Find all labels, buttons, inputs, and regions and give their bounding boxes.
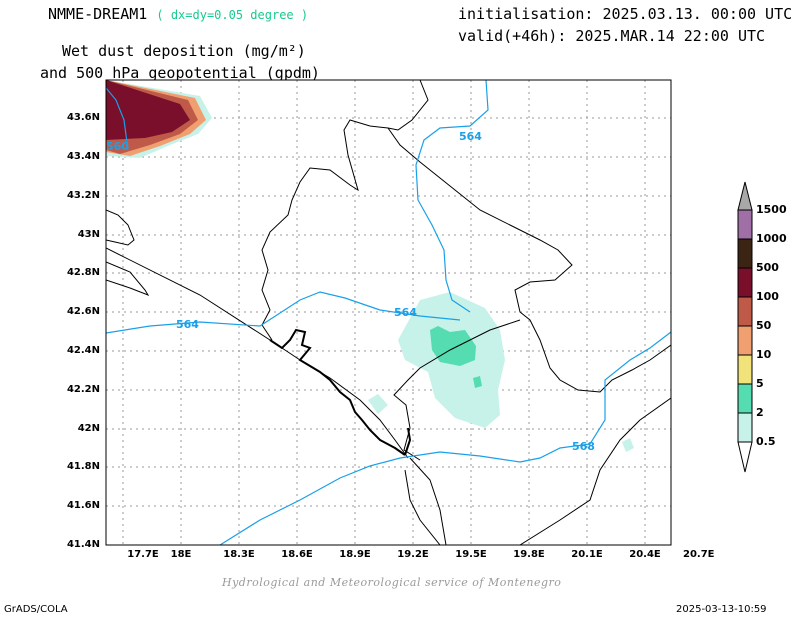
x-tick-label: 19.2E (397, 549, 429, 560)
legend-arrow-bottom (737, 441, 753, 473)
legend-label: 100 (756, 290, 779, 303)
x-tick-label: 20.1E (571, 549, 603, 560)
legend-swatch (737, 412, 753, 443)
contour-label: 568 (572, 440, 595, 453)
grid-lines (106, 80, 671, 545)
footer-software: GrADS/COLA (4, 604, 68, 615)
legend-label: 1500 (756, 203, 787, 216)
legend-label: 500 (756, 261, 779, 274)
geopotential-contours (106, 80, 671, 545)
contour-label: 564 (176, 318, 199, 331)
contour-label: 560 (106, 140, 129, 153)
model-title: NMME-DREAM1 ( dx=dy=0.05 degree ) (48, 5, 308, 23)
variable-title: Wet dust deposition (mg/m²) (62, 42, 306, 60)
y-tick-label: 42N (77, 423, 100, 434)
dust-shade-0-5 (368, 394, 388, 414)
x-tick-label: 18.3E (223, 549, 255, 560)
y-tick-label: 41.4N (66, 539, 100, 550)
y-tick-label: 42.4N (66, 345, 100, 356)
dust-deposition-field (106, 80, 634, 452)
dust-shade-0-5 (622, 438, 634, 452)
y-tick-label: 42.8N (66, 267, 100, 278)
dust-shade-2 (473, 376, 482, 388)
x-tick-label: 17.7E (127, 549, 159, 560)
contour-label: 564 (459, 130, 482, 143)
contour-label: 564 (394, 306, 417, 319)
legend-swatch (737, 296, 753, 327)
legend-label: 0.5 (756, 435, 776, 448)
dust-shade-100 (106, 80, 190, 140)
legend-label: 10 (756, 348, 772, 361)
legend-swatch (737, 354, 753, 385)
model-name: NMME-DREAM1 (48, 5, 148, 23)
legend-label: 1000 (756, 232, 787, 245)
legend-label: 5 (756, 377, 764, 390)
x-tick-label: 20.7E (683, 549, 715, 560)
y-tick-label: 41.6N (66, 500, 100, 511)
legend-swatch (737, 209, 753, 240)
legend-swatch (737, 238, 753, 269)
y-tick-label: 42.2N (66, 384, 100, 395)
contour-labels: 564 560 564 564 568 (106, 130, 595, 453)
x-tick-label: 20.4E (629, 549, 661, 560)
legend-swatch (737, 267, 753, 298)
y-tick-label: 43.6N (66, 112, 100, 123)
borders (106, 80, 671, 545)
footer-timestamp: 2025-03-13-10:59 (676, 604, 767, 615)
x-tick-label: 19.5E (455, 549, 487, 560)
initialisation-time: initialisation: 2025.03.13. 00:00 UTC (458, 5, 793, 23)
x-tick-label: 18E (170, 549, 192, 560)
legend-label: 50 (756, 319, 772, 332)
credit-text: Hydrological and Meteorological service … (222, 576, 562, 589)
dust-shade-2 (430, 326, 476, 366)
legend-label: 2 (756, 406, 764, 419)
lake-shkodra-coast (269, 328, 412, 456)
plot-frame (105, 79, 672, 546)
y-tick-label: 43.2N (66, 190, 100, 201)
y-tick-label: 41.8N (66, 461, 100, 472)
x-tick-label: 19.8E (513, 549, 545, 560)
y-tick-label: 43N (77, 229, 100, 240)
legend-swatch (737, 383, 753, 414)
y-tick-label: 43.4N (66, 151, 100, 162)
x-tick-label: 18.6E (281, 549, 313, 560)
legend-arrow-top (737, 181, 753, 211)
resolution-note: ( dx=dy=0.05 degree ) (156, 8, 309, 22)
legend-colorbar (737, 181, 753, 473)
y-tick-label: 42.6N (66, 306, 100, 317)
x-tick-label: 18.9E (339, 549, 371, 560)
legend-swatch (737, 325, 753, 356)
valid-time: valid(+46h): 2025.MAR.14 22:00 UTC (458, 27, 766, 45)
variable-subtitle: and 500 hPa geopotential (gpdm) (40, 64, 320, 82)
